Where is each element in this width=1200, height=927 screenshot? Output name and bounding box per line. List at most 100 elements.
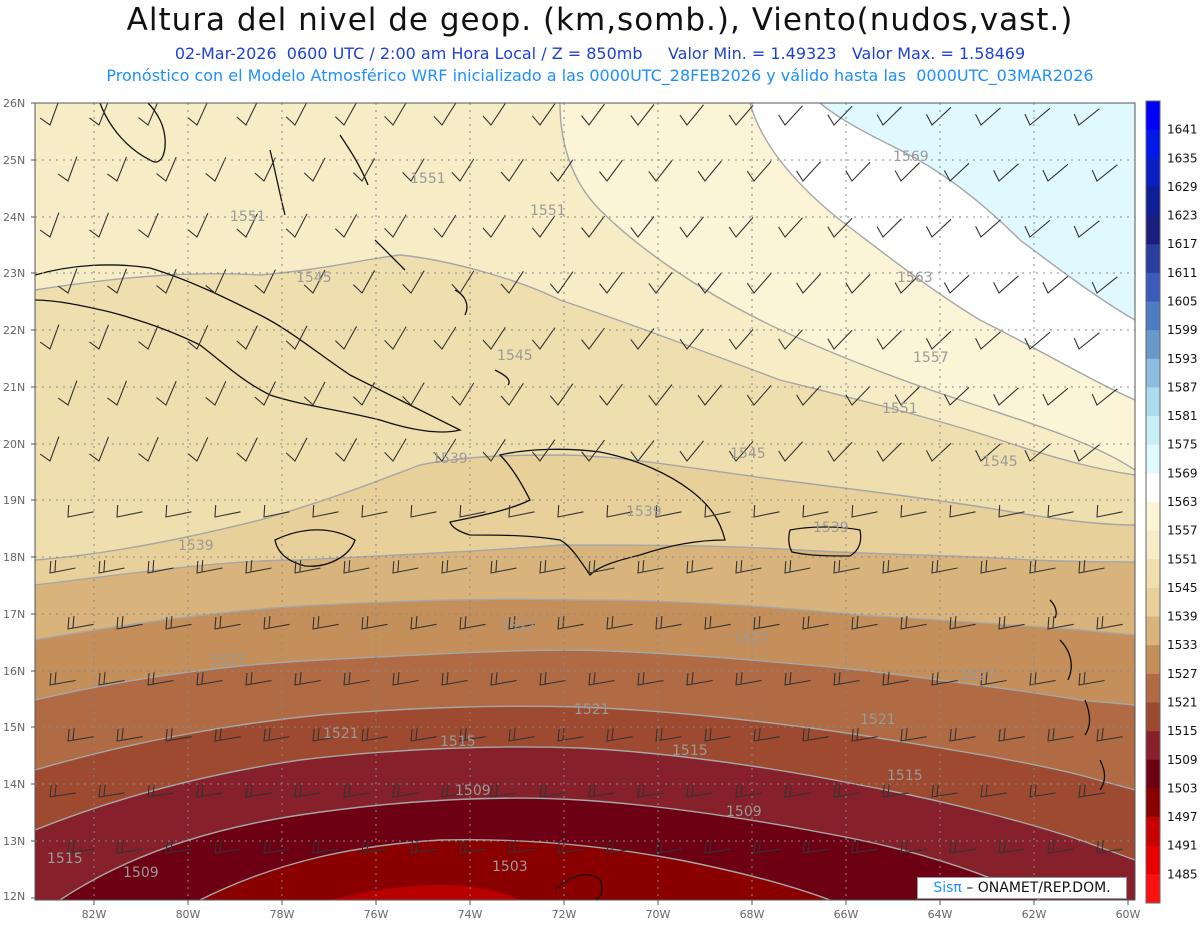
wind-barb [67, 616, 94, 630]
wind-barb [508, 728, 535, 742]
colorbar-swatch [1146, 301, 1160, 331]
wind-barb [482, 214, 506, 238]
contour-label: 1551 [530, 203, 566, 219]
colorbar-swatch [1146, 215, 1160, 245]
wind-barb [402, 158, 425, 182]
wind-barb [833, 560, 860, 574]
colorbar-level: 1635 [1167, 151, 1198, 165]
wind-barb [312, 616, 339, 630]
wind-barb [549, 159, 574, 182]
wind-barb [599, 271, 623, 294]
wind-barb [384, 438, 407, 462]
wind-barb [1078, 560, 1105, 574]
colorbar-swatch [1146, 587, 1160, 618]
wind-barb [451, 382, 475, 406]
wind-barb [599, 159, 623, 182]
wind-barb [894, 162, 920, 182]
wind-barb [980, 784, 1007, 798]
wind-barb [107, 268, 128, 294]
colorbar-swatch [1146, 358, 1160, 388]
wind-barb [49, 784, 76, 798]
contour-label: 1545 [497, 348, 533, 364]
wind-barb [630, 440, 655, 462]
wind-barb [655, 728, 682, 742]
wind-barb [410, 728, 437, 742]
wind-barb [214, 840, 241, 854]
wind-barb [67, 840, 94, 854]
wind-barb [245, 560, 272, 574]
colorbar-level: 1641 [1167, 123, 1198, 137]
wind-barb [876, 442, 902, 462]
wind-barb [606, 504, 633, 518]
lon-tick: 72W [552, 908, 577, 921]
wind-barb [116, 728, 143, 742]
contour-label: 1563 [897, 270, 933, 286]
wind-barb [679, 440, 704, 462]
wind-barb [57, 156, 78, 182]
wind-barb [353, 158, 376, 182]
wind-barb [1042, 275, 1069, 294]
wind-barb [245, 784, 272, 798]
wind-barb [254, 381, 276, 406]
wind-barb [900, 840, 927, 854]
wind-barb [335, 214, 358, 238]
wind-barb [98, 560, 125, 574]
wind-barb [107, 380, 128, 406]
forecast-info: Pronóstico con el Modelo Atmosférico WRF… [106, 66, 1094, 85]
wind-barb [539, 560, 566, 574]
contour-label: 1539 [626, 504, 662, 520]
wind-barb [196, 672, 223, 686]
wind-barb [998, 616, 1025, 630]
colorbar-level: 1509 [1167, 753, 1198, 767]
colorbar-swatch [1146, 129, 1160, 159]
wind-barb [89, 436, 110, 462]
wind-barb [410, 504, 437, 518]
colorbar-level: 1563 [1167, 495, 1198, 509]
wind-barb [361, 616, 388, 630]
wind-barb [882, 560, 909, 574]
wind-barb [263, 840, 290, 854]
colorbar-level: 1623 [1167, 209, 1198, 223]
wind-barb [686, 560, 713, 574]
colorbar-level: 1551 [1167, 552, 1198, 566]
wind-barb [746, 385, 772, 406]
wind-barb [796, 385, 822, 406]
contour-label: 1515 [887, 768, 923, 784]
colorbar-swatch [1146, 416, 1160, 446]
wind-barb [557, 504, 584, 518]
wind-barb [784, 560, 811, 574]
wind-barb [1024, 331, 1051, 350]
wind-barb [361, 504, 388, 518]
wind-barb [753, 728, 780, 742]
colorbar-level: 1497 [1167, 810, 1198, 824]
wind-barb [827, 105, 853, 126]
wind-barb [312, 504, 339, 518]
wind-barb [697, 160, 722, 182]
wind-barb [704, 616, 731, 630]
wind-barb [1073, 444, 1100, 462]
wind-barb [482, 103, 506, 126]
wind-barb [648, 160, 673, 182]
wind-barb [384, 214, 407, 238]
wind-barb [335, 326, 358, 350]
wind-barb [303, 381, 326, 406]
wind-barb [704, 504, 731, 518]
colorbar-swatch [1146, 845, 1160, 875]
contour-label: 1527 [210, 653, 246, 669]
colorbar-swatch [1146, 645, 1160, 675]
contour-label: 1521 [860, 712, 896, 728]
wind-barb [753, 840, 780, 854]
colorbar-level: 1575 [1167, 438, 1198, 452]
lon-tick: 64W [928, 908, 953, 921]
wind-barb [581, 439, 605, 462]
wind-barb [778, 329, 804, 350]
wind-barb [599, 383, 623, 406]
wind-barb [205, 157, 227, 182]
wind-barb [165, 504, 192, 518]
wind-barb [735, 672, 762, 686]
wind-barb [588, 784, 615, 798]
wind-barb [925, 218, 952, 238]
wind-barb [236, 437, 258, 462]
lon-tick: 68W [740, 908, 765, 921]
wind-barb [802, 504, 829, 518]
